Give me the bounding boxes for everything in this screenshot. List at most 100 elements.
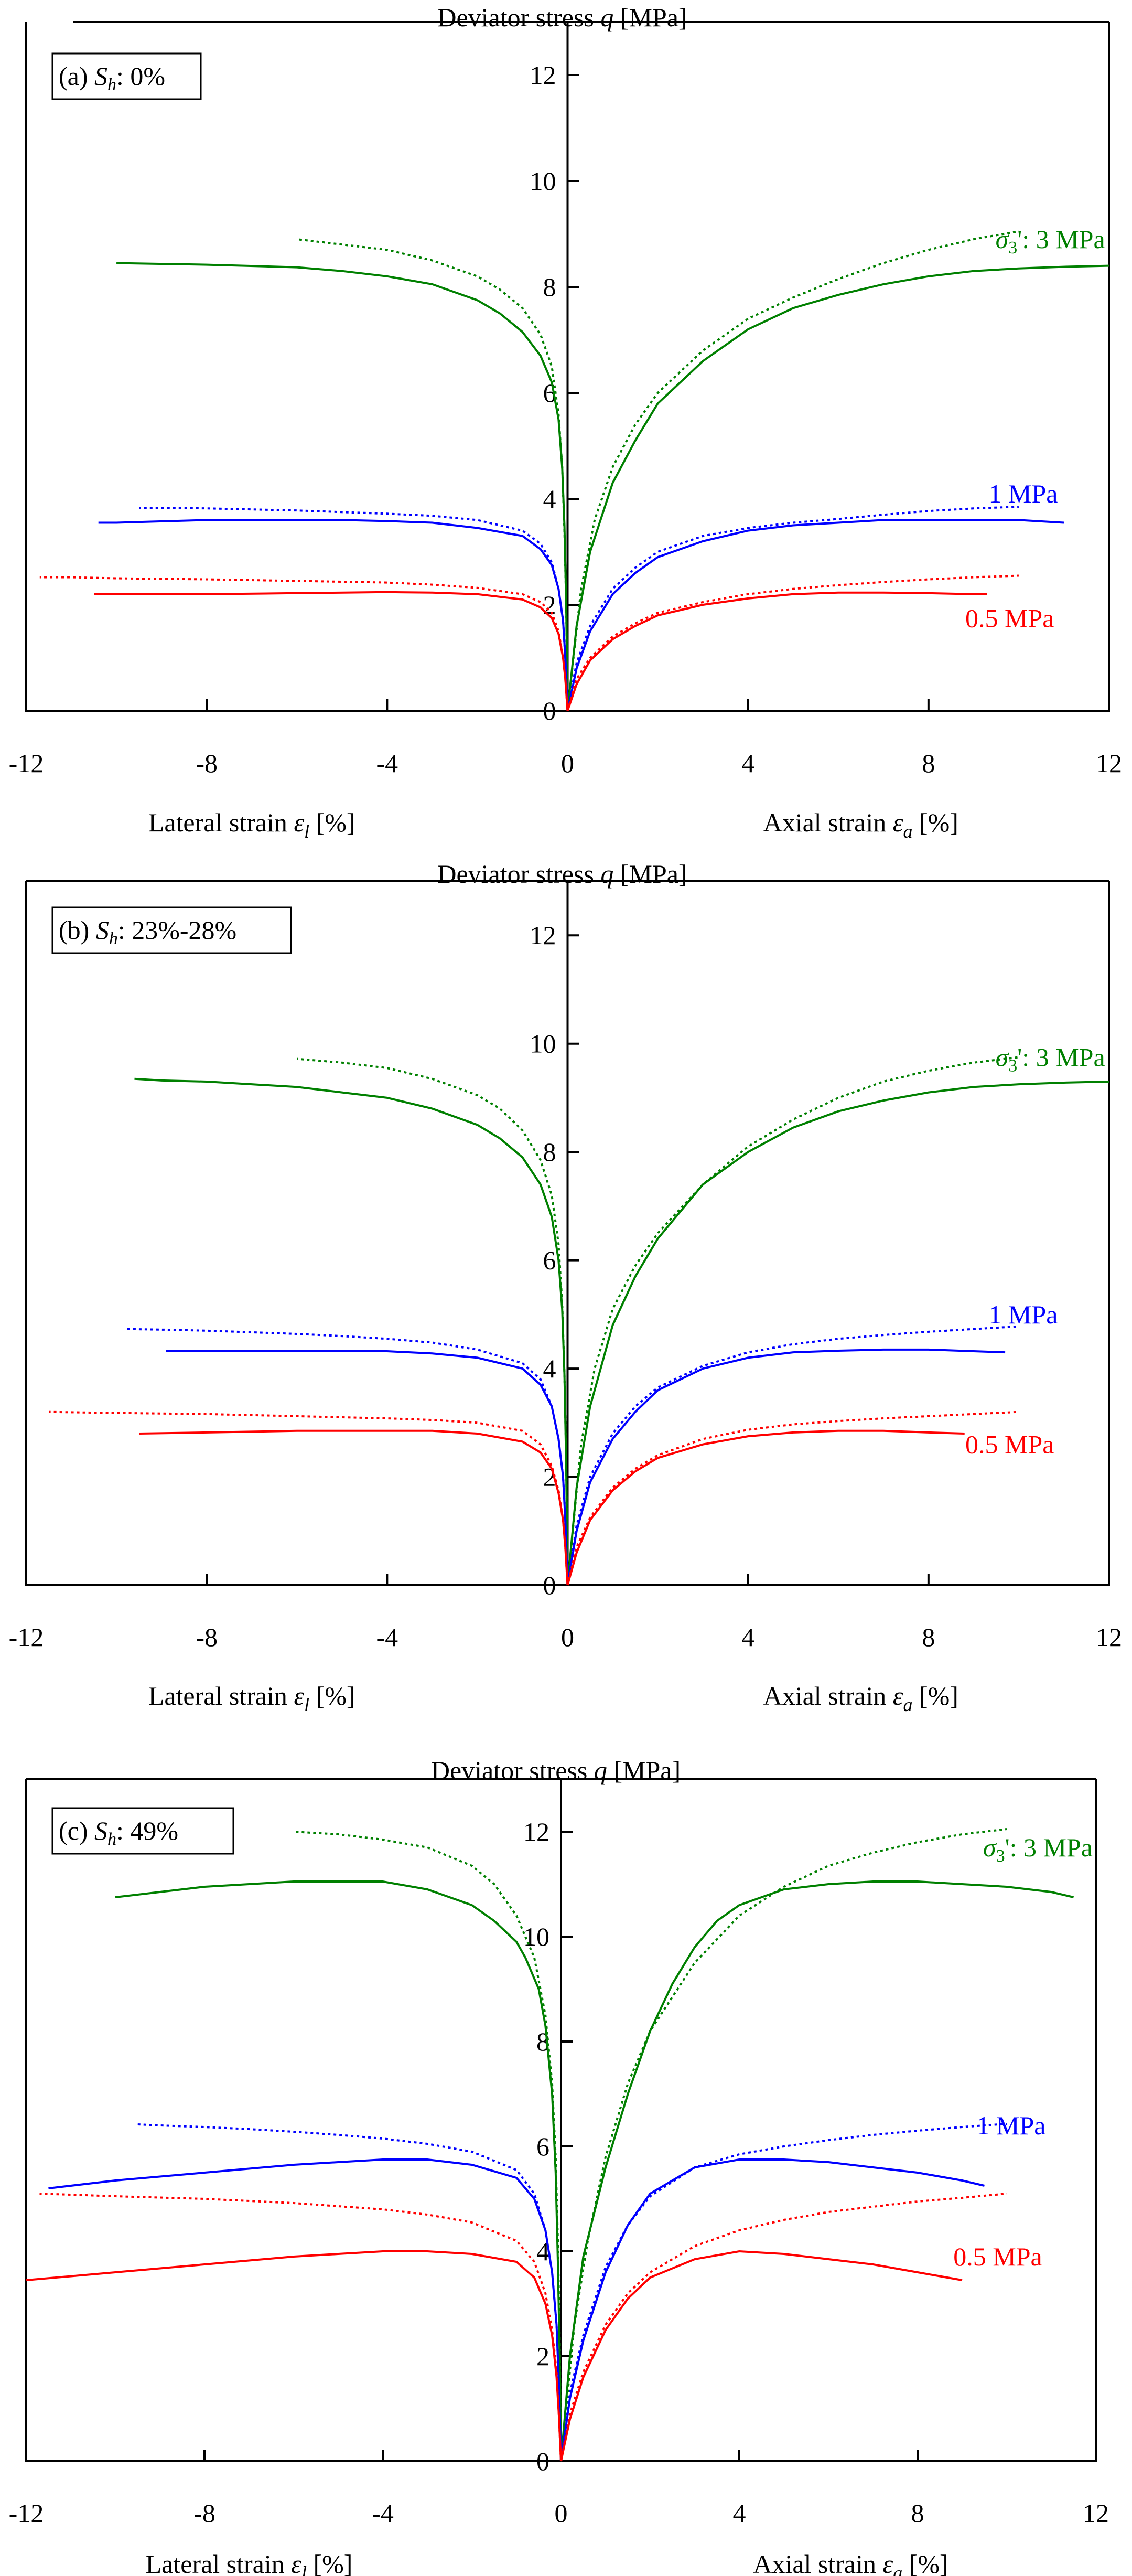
experimental-curve-axial xyxy=(566,591,987,711)
y-tick-label: 12 xyxy=(523,1817,549,1846)
model-curve-axial xyxy=(566,506,1019,711)
model-curve-lateral xyxy=(293,1831,562,2462)
series-3: 0.5 MPa xyxy=(48,1410,1054,1586)
experimental-curve-lateral xyxy=(48,2158,562,2462)
panel-label-box xyxy=(51,52,202,100)
y-tick-label: 0 xyxy=(543,1570,556,1600)
experimental-curve-axial xyxy=(566,1348,1006,1586)
y-tick-label: 2 xyxy=(536,2342,549,2371)
x-tick-label: -12 xyxy=(9,2498,44,2528)
model-curve-lateral xyxy=(39,2193,562,2462)
model-curve-axial xyxy=(560,2193,1007,2462)
x-tick-label: 12 xyxy=(1096,749,1122,778)
experimental-curve-lateral xyxy=(166,1350,569,1586)
series-label: 1 MPa xyxy=(989,1300,1058,1329)
experimental-curve-axial xyxy=(560,2158,985,2462)
y-axis-title: Deviator stress q [MPa] xyxy=(431,1756,681,1785)
series-label: σ3': 3 MPa xyxy=(996,1043,1105,1076)
x-tick-label: -12 xyxy=(9,1622,44,1652)
x-tick-label: 12 xyxy=(1096,1622,1122,1652)
x-tick-label: -4 xyxy=(376,749,398,778)
y-tick-label: 4 xyxy=(543,484,556,514)
y-tick-label: 10 xyxy=(523,1922,549,1951)
x-tick-label: -8 xyxy=(196,1622,218,1652)
panel-label-box xyxy=(51,906,292,954)
y-tick-label: 4 xyxy=(543,1354,556,1383)
model-curve-axial xyxy=(560,2123,1007,2462)
panel-label: (b) Sh: 23%-28% xyxy=(59,915,236,948)
x-axis-title-lateral: Lateral strain εl [%] xyxy=(148,808,355,842)
experimental-curve-lateral xyxy=(98,519,569,711)
experimental-curve-lateral xyxy=(115,1880,562,2462)
series-label: 0.5 MPa xyxy=(953,2242,1042,2271)
series-2: 1 MPa xyxy=(48,2111,1046,2462)
x-axis-title-lateral: Lateral strain εl [%] xyxy=(146,2549,353,2576)
x-tick-label: -12 xyxy=(9,749,44,778)
y-tick-label: 8 xyxy=(543,1137,556,1167)
y-axis-title: Deviator stress q [MPa] xyxy=(437,3,687,32)
experimental-curve-axial xyxy=(566,519,1064,711)
y-tick-label: 8 xyxy=(543,272,556,302)
x-tick-label: -4 xyxy=(376,1622,398,1652)
experimental-curve-axial xyxy=(566,1081,1109,1586)
x-axis-title-axial: Axial strain εa [%] xyxy=(763,808,958,842)
panel-label: (c) Sh: 49% xyxy=(59,1816,178,1849)
experimental-curve-lateral xyxy=(26,2250,562,2462)
series-1: σ3': 3 MPa xyxy=(116,225,1109,711)
x-tick-label: 8 xyxy=(911,2498,924,2528)
y-tick-label: 0 xyxy=(536,2446,549,2476)
series-label: 0.5 MPa xyxy=(965,1430,1054,1459)
experimental-curve-lateral xyxy=(139,1429,569,1586)
model-curve-lateral xyxy=(297,1057,569,1586)
series-label: σ3': 3 MPa xyxy=(983,1833,1093,1866)
y-tick-label: 10 xyxy=(530,166,556,196)
x-axis-title-lateral: Lateral strain εl [%] xyxy=(148,1681,355,1715)
y-tick-label: 6 xyxy=(543,1246,556,1275)
series-2: 1 MPa xyxy=(125,1300,1058,1586)
series-3: 0.5 MPa xyxy=(26,2193,1042,2462)
series-3: 0.5 MPa xyxy=(39,574,1054,711)
x-tick-label: 0 xyxy=(561,1622,574,1652)
experimental-curve-lateral xyxy=(94,591,569,711)
x-tick-label: 4 xyxy=(741,1622,754,1652)
model-curve-axial xyxy=(566,230,1019,711)
series-2: 1 MPa xyxy=(98,479,1064,711)
y-tick-label: 0 xyxy=(543,696,556,725)
x-tick-label: -8 xyxy=(193,2498,215,2528)
experimental-curve-axial xyxy=(560,1880,1074,2462)
model-curve-axial xyxy=(560,1828,1007,2462)
x-tick-label: 0 xyxy=(555,2498,568,2528)
panel-label: (a) Sh: 0% xyxy=(59,61,165,94)
model-curve-lateral xyxy=(39,576,569,711)
experimental-curve-lateral xyxy=(134,1077,569,1586)
x-axis-title-axial: Axial strain εa [%] xyxy=(753,2549,948,2576)
y-tick-label: 6 xyxy=(536,2132,549,2161)
x-tick-label: -4 xyxy=(372,2498,394,2528)
y-tick-label: 12 xyxy=(530,60,556,90)
series-1: σ3': 3 MPa xyxy=(134,1043,1109,1586)
x-tick-label: 0 xyxy=(561,749,574,778)
y-tick-label: 10 xyxy=(530,1029,556,1059)
x-tick-label: 8 xyxy=(922,749,935,778)
x-axis-title-axial: Axial strain εa [%] xyxy=(763,1681,958,1715)
experimental-curve-axial xyxy=(566,1429,965,1586)
x-tick-label: 12 xyxy=(1083,2498,1109,2528)
experimental-curve-axial xyxy=(560,2250,963,2462)
x-tick-label: 8 xyxy=(922,1622,935,1652)
experimental-curve-axial xyxy=(566,264,1109,711)
x-tick-label: 4 xyxy=(741,749,754,778)
series-label: 0.5 MPa xyxy=(965,603,1054,633)
experimental-curve-lateral xyxy=(116,262,569,711)
series-label: σ3': 3 MPa xyxy=(996,225,1105,258)
y-axis-title: Deviator stress q [MPa] xyxy=(437,859,687,889)
panel-label-box xyxy=(51,1807,234,1855)
x-tick-label: 4 xyxy=(733,2498,746,2528)
series-label: 1 MPa xyxy=(977,2111,1046,2140)
y-tick-label: 12 xyxy=(530,921,556,950)
series-1: σ3': 3 MPa xyxy=(115,1828,1093,2462)
